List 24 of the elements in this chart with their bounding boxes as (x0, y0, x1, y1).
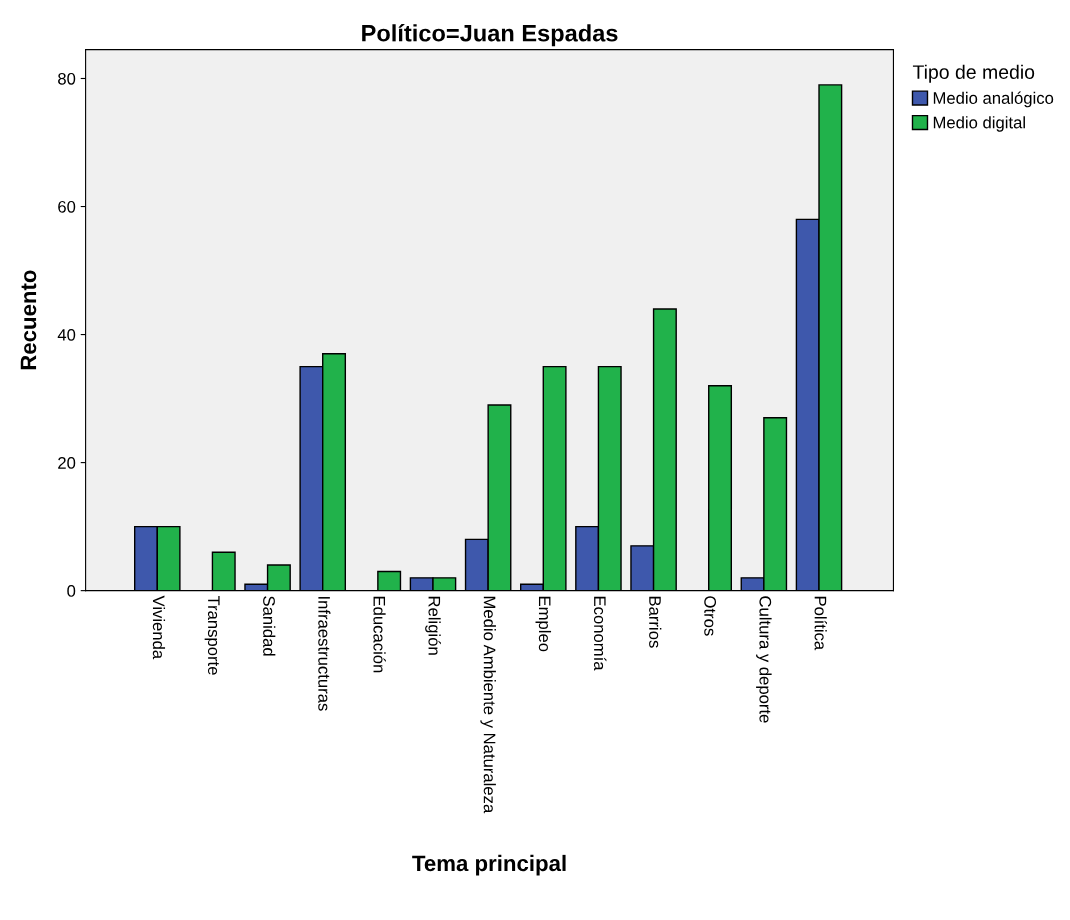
legend-title: Tipo de medio (912, 64, 1035, 83)
x-tick-label: Infraestructuras (318, 597, 331, 711)
x-tick-label: Política (814, 596, 827, 651)
legend-label: Medio digital (933, 116, 1025, 132)
x-tick-label: Otros (704, 596, 717, 636)
y-tick-label: 60 (58, 200, 76, 213)
legend-label: Medio analógico (933, 91, 1054, 108)
y-tick-label: 80 (58, 72, 76, 85)
x-tick-label: Transporte (204, 595, 220, 675)
y-axis-title: Recuento (20, 270, 37, 370)
x-tick-label: Medio Ambiente y Naturaleza (480, 596, 496, 814)
y-tick-label: 40 (57, 328, 76, 341)
x-tick-label: Economía (593, 596, 607, 671)
x-axis-title: Tema principal (412, 854, 566, 876)
x-tick-label: Sanidad (263, 596, 276, 656)
y-tick-label: 20 (58, 457, 76, 469)
x-tick-label: Vivienda (152, 595, 166, 660)
chart-title: Político=Juan Espadas (362, 24, 618, 47)
y-tick-label: 0 (67, 585, 76, 597)
x-tick-label: Barrios (649, 596, 662, 648)
x-tick-label: Educación (373, 596, 386, 673)
x-tick-label: Empleo (535, 596, 552, 652)
x-tick-label: Religión (425, 596, 441, 655)
x-tick-label: Cultura y deporte (756, 596, 772, 723)
